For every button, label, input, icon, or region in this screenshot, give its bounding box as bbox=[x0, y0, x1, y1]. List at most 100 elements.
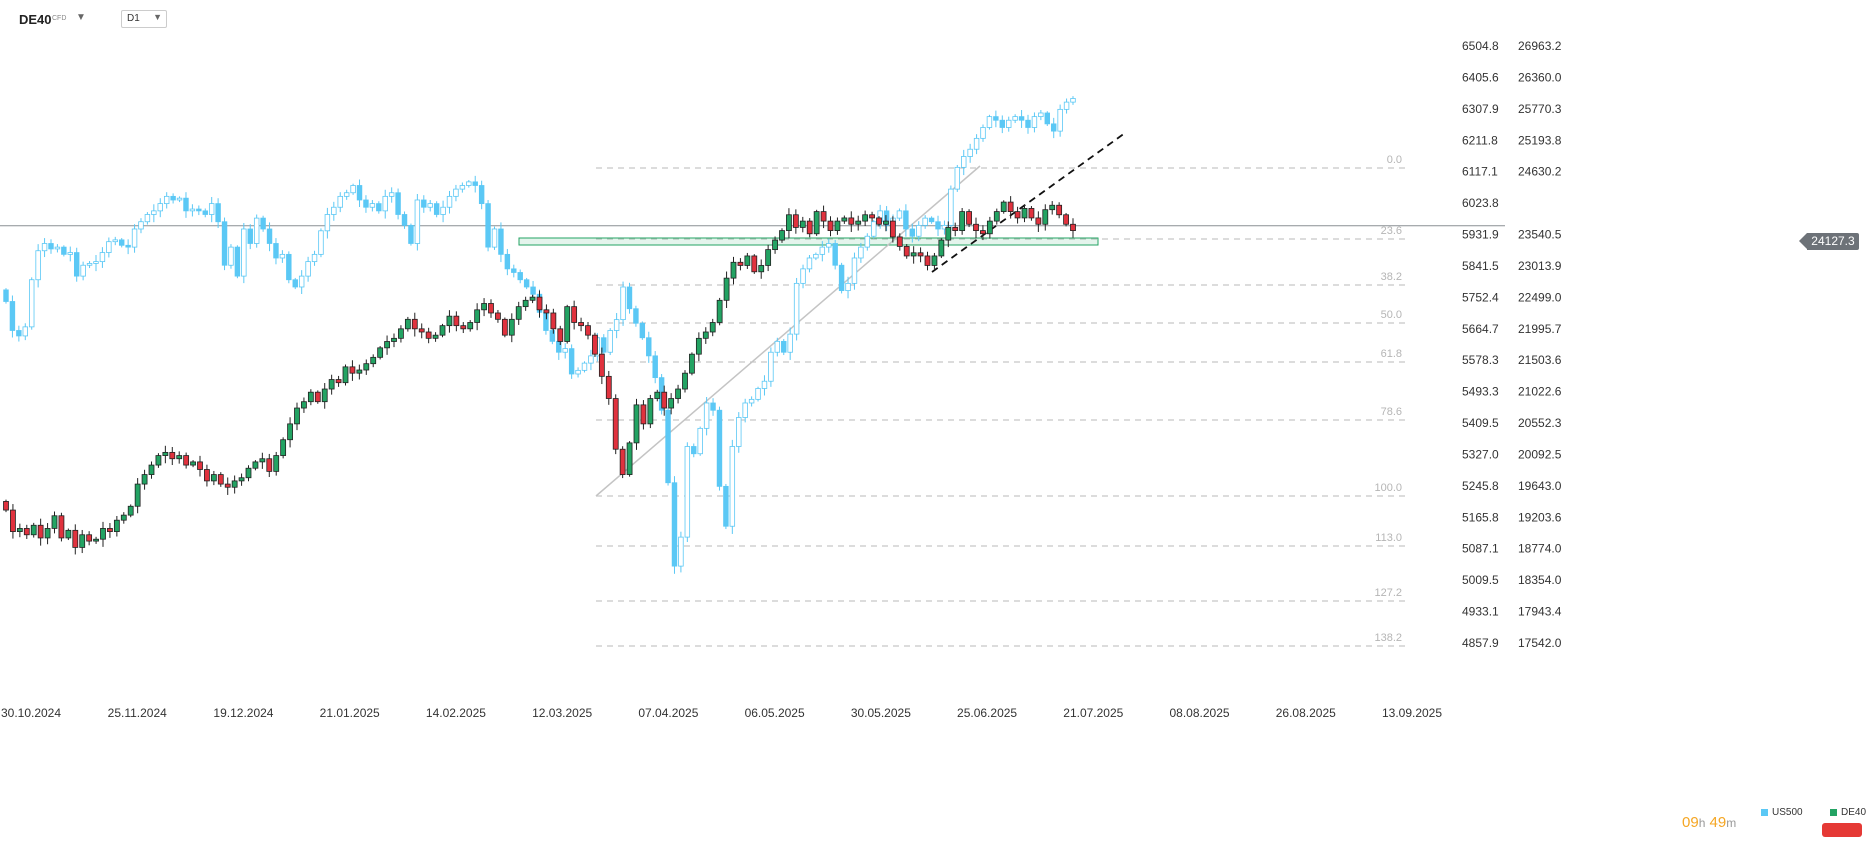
de40-candle bbox=[398, 328, 404, 339]
us500-candle bbox=[86, 263, 93, 266]
de40-candle bbox=[1049, 204, 1056, 211]
y-tick-label-us500: 5841.5 bbox=[1462, 259, 1499, 273]
us500-candle bbox=[813, 253, 819, 259]
y-tick-label-us500: 6504.8 bbox=[1462, 39, 1499, 53]
de40-candle bbox=[959, 211, 966, 232]
de40-candle bbox=[876, 217, 882, 225]
de40-candle bbox=[495, 312, 501, 320]
de40-candle bbox=[889, 220, 896, 238]
y-tick-label-de40: 20092.5 bbox=[1518, 447, 1562, 461]
us500-candle bbox=[118, 239, 125, 246]
de40-candle bbox=[93, 538, 99, 542]
de40-candle bbox=[418, 328, 425, 333]
de40-candle bbox=[592, 334, 598, 355]
us500-candle bbox=[607, 330, 613, 353]
de40-candle bbox=[16, 528, 23, 532]
de40-candle bbox=[640, 404, 647, 425]
timeframe-select[interactable]: D1 ▼ bbox=[121, 10, 167, 28]
us500-candle bbox=[793, 282, 800, 335]
de40-candle bbox=[169, 451, 176, 460]
legend-de40-swatch bbox=[1830, 808, 1837, 816]
us500-candle bbox=[935, 221, 941, 230]
us500-candle bbox=[408, 224, 414, 244]
sell-button[interactable] bbox=[1822, 823, 1862, 837]
y-tick-label-us500: 6211.8 bbox=[1462, 133, 1498, 147]
symbol-type: CFD bbox=[52, 15, 67, 22]
de40-candle bbox=[86, 534, 93, 542]
de40-candle bbox=[626, 442, 633, 475]
de40-candle bbox=[467, 322, 474, 330]
de40-candle bbox=[411, 318, 418, 330]
us500-candle bbox=[1006, 119, 1012, 128]
de40-candle bbox=[813, 211, 820, 235]
de40-candle bbox=[1000, 201, 1007, 212]
de40-candle bbox=[321, 388, 328, 403]
us500-candle bbox=[806, 257, 813, 270]
us500-candle bbox=[35, 250, 41, 281]
fib-level-label: 113.0 bbox=[1375, 532, 1402, 544]
us500-candle bbox=[980, 127, 986, 139]
us500-candle bbox=[292, 279, 298, 288]
de40-candle bbox=[190, 461, 196, 466]
de40-candle bbox=[938, 239, 945, 257]
us500-candle bbox=[581, 362, 588, 371]
de40-candle bbox=[993, 211, 1000, 222]
us500-candle bbox=[986, 116, 993, 128]
de40-candle bbox=[100, 528, 106, 540]
us500-candle bbox=[421, 199, 427, 208]
us500-candle bbox=[530, 286, 536, 295]
x-axis: 30.10.2024 25.11.2024 19.12.2024 21.01.2025… bbox=[1, 706, 1442, 720]
us500-candle bbox=[1012, 116, 1018, 121]
de40-candle bbox=[391, 337, 397, 342]
y-tick-label-us500: 6405.6 bbox=[1462, 70, 1499, 84]
us500-candle bbox=[1038, 112, 1044, 118]
de40-candle bbox=[1028, 208, 1035, 219]
de40-candle bbox=[328, 379, 335, 390]
de40-candle bbox=[162, 451, 169, 456]
y-tick-label-de40: 26360.0 bbox=[1518, 70, 1562, 84]
x-tick-label: 30.10.2024 bbox=[1, 706, 61, 720]
fib-level-label: 23.6 bbox=[1381, 225, 1402, 237]
us500-candle bbox=[395, 192, 401, 215]
y-tick-label-de40: 22499.0 bbox=[1518, 290, 1562, 304]
us500-candle bbox=[742, 402, 748, 418]
us500-candle bbox=[838, 264, 845, 292]
de40-candle bbox=[973, 223, 979, 232]
de40-candle bbox=[772, 239, 778, 251]
us500-candle bbox=[626, 286, 633, 310]
us500-candle bbox=[318, 230, 324, 255]
de40-candle bbox=[210, 474, 217, 482]
us500-candle bbox=[523, 279, 530, 288]
legend-de40[interactable]: DE40 bbox=[1830, 807, 1866, 818]
us500-candle bbox=[93, 261, 99, 264]
fib-level-label: 127.2 bbox=[1374, 587, 1402, 599]
x-tick-label: 14.02.2025 bbox=[426, 706, 486, 720]
us500-candle bbox=[993, 116, 999, 121]
y-tick-label-de40: 25193.8 bbox=[1518, 133, 1562, 147]
us500-candle bbox=[273, 243, 279, 259]
de40-candle bbox=[896, 236, 903, 247]
legend-us500[interactable]: US500 bbox=[1761, 807, 1803, 818]
fibonacci-retracement[interactable]: 0.0 23.6 38.2 50.0 61.8 78.6 100.0 113.0 127.2 13… bbox=[596, 154, 1407, 647]
symbol-name[interactable]: DE40 bbox=[19, 12, 52, 27]
y-tick-label-us500: 4857.9 bbox=[1462, 636, 1499, 650]
us500-candle bbox=[871, 221, 877, 237]
us500-candle bbox=[896, 210, 903, 219]
trend-lines[interactable] bbox=[0, 132, 1505, 497]
symbol-dropdown-icon[interactable]: ▼ bbox=[76, 12, 86, 23]
us500-candle bbox=[433, 203, 440, 215]
us500-candle bbox=[973, 137, 980, 150]
us500-candle bbox=[916, 224, 922, 237]
de40-candle bbox=[862, 214, 869, 222]
us500-candle bbox=[697, 427, 703, 455]
us500-candle bbox=[28, 279, 35, 328]
de40-candle bbox=[314, 391, 321, 403]
de40-candle bbox=[231, 480, 238, 488]
chevron-down-icon: ▼ bbox=[153, 12, 162, 22]
us500-candle bbox=[234, 246, 241, 277]
us500-candle bbox=[774, 340, 781, 353]
us500-candle bbox=[1051, 123, 1057, 132]
de40-candle bbox=[661, 391, 668, 409]
de40-candle bbox=[51, 515, 58, 529]
